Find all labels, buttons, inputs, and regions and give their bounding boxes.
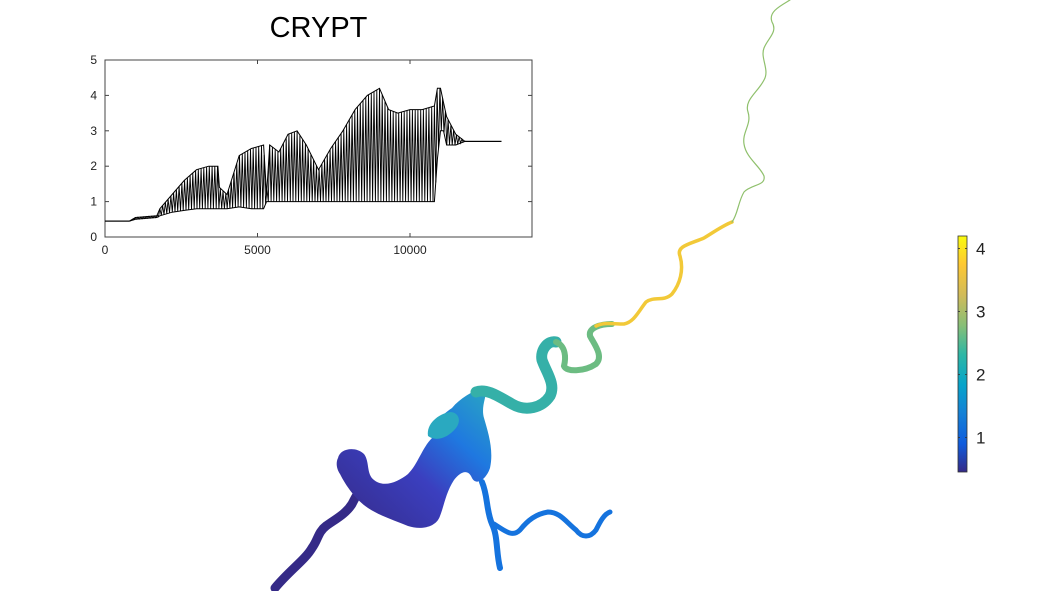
y-tick-label: 3 — [90, 124, 97, 138]
colorbar-tick-label: 3 — [976, 303, 985, 322]
colorbar-tick-label: 2 — [976, 365, 985, 384]
signal-lines — [105, 87, 502, 222]
estuary-map — [270, 0, 791, 591]
river-channel-meander-1 — [553, 321, 615, 374]
signal-lower-envelope — [105, 130, 502, 222]
y-tick-label: 4 — [90, 88, 97, 102]
x-axis-ticks: 0 5000 10000 — [102, 60, 427, 257]
colorbar-tick-label: 4 — [976, 240, 985, 259]
x-tick-label: 5000 — [244, 243, 271, 257]
x-tick-label: 0 — [102, 243, 109, 257]
signal-upper-envelope — [105, 87, 502, 222]
colorbar-tick-label: 1 — [976, 428, 985, 447]
y-tick-label: 1 — [90, 195, 97, 209]
y-tick-label: 5 — [90, 53, 97, 67]
y-tick-label: 0 — [90, 230, 97, 244]
estuary-lobe — [427, 412, 459, 439]
y-tick-label: 2 — [90, 159, 97, 173]
inset-line-chart: 0 5000 10000 0 1 2 3 4 5 — [90, 53, 533, 257]
y-axis-ticks: 0 1 2 3 4 5 — [90, 53, 532, 244]
x-tick-label: 10000 — [393, 243, 427, 257]
river-channel-east-branch — [491, 509, 613, 539]
chart-title: CRYPT — [269, 12, 368, 44]
river-channel-mid — [470, 336, 562, 414]
colorbar-ticks: 1 2 3 4 — [958, 240, 985, 447]
plot-area-frame — [104, 59, 533, 238]
estuary-bay — [336, 386, 492, 528]
colorbar: 1 2 3 4 — [957, 235, 985, 473]
river-channel-upper — [731, 0, 791, 223]
river-channel-southwest — [270, 479, 373, 591]
colorbar-gradient — [957, 235, 968, 473]
river-channel-meander-2 — [594, 220, 734, 328]
